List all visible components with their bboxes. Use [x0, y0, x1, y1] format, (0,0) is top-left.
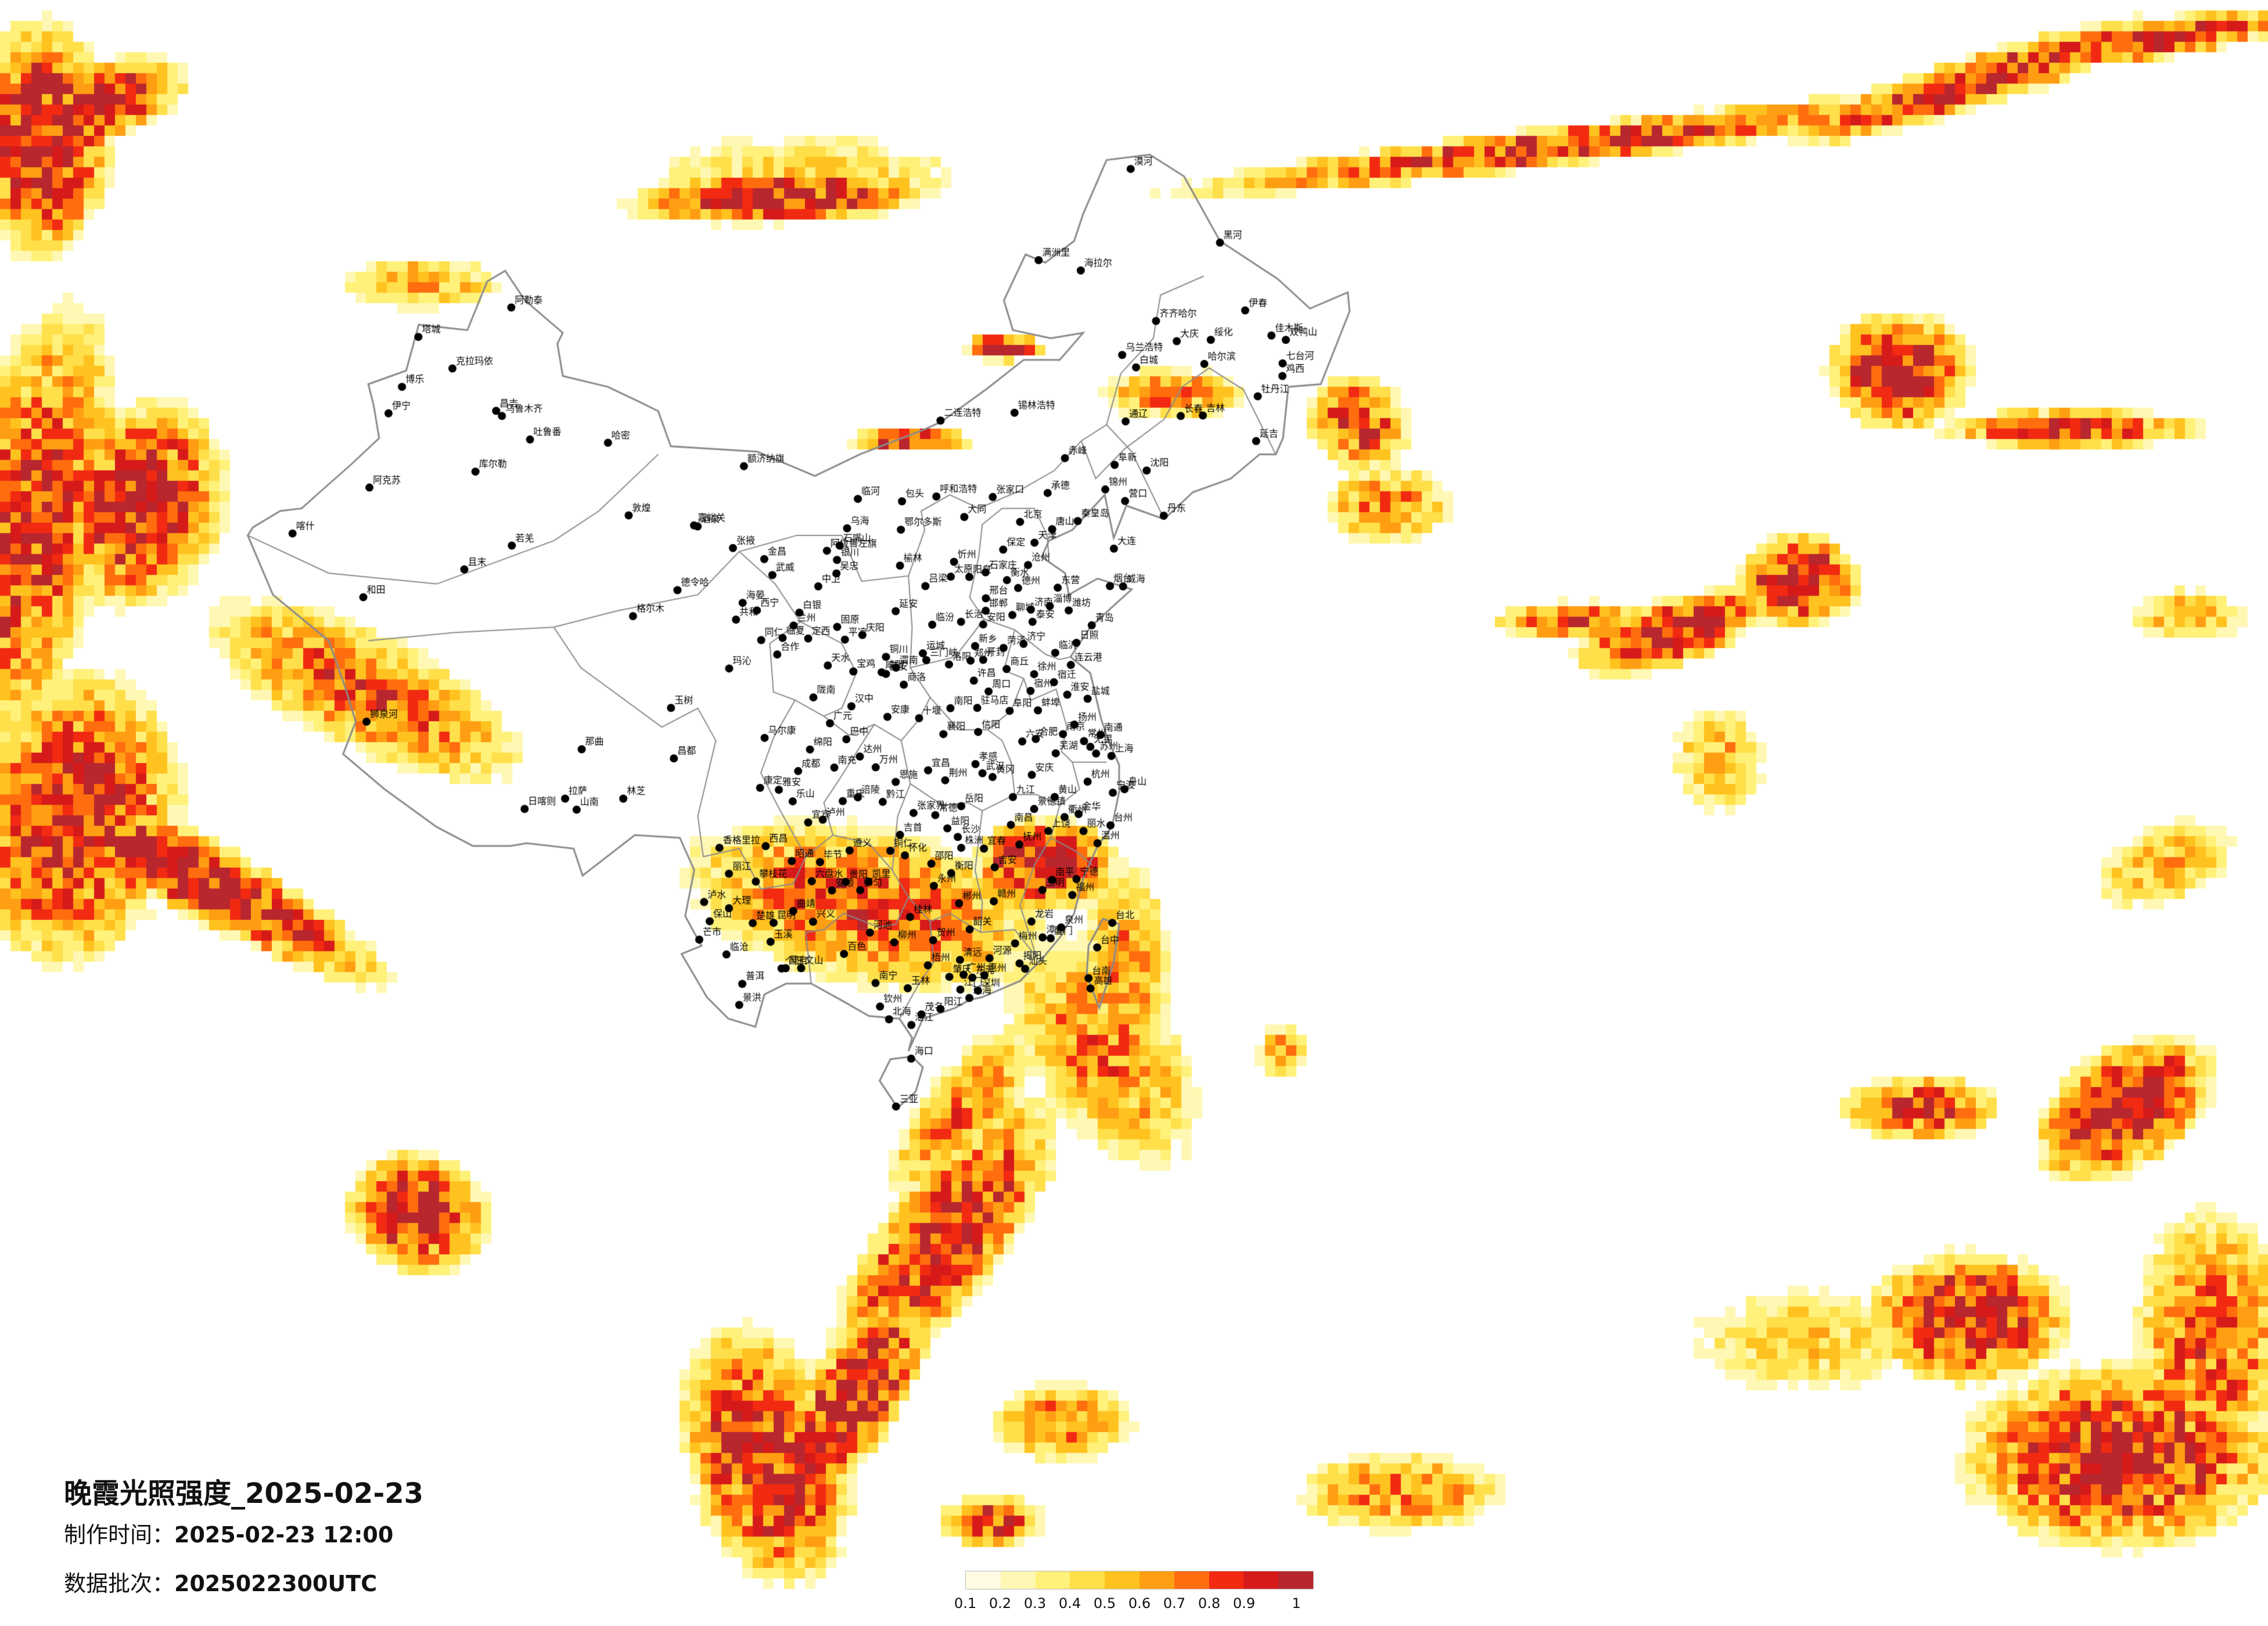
color-legend: 0.1 0.2 0.3 0.4 0.5 0.6 0.7 0.8 0.9 1	[954, 1571, 1314, 1623]
legend-swatch	[1105, 1571, 1140, 1589]
legend-swatch	[1209, 1571, 1244, 1589]
legend-tick-labels: 0.1 0.2 0.3 0.4 0.5 0.6 0.7 0.8 0.9 1	[954, 1595, 1314, 1618]
production-time-value: 2025-02-23 12:00	[174, 1522, 394, 1548]
production-time-label: 制作时间：	[64, 1522, 175, 1548]
legend-tick: 0.4	[1058, 1595, 1081, 1611]
legend-tick: 0.9	[1232, 1595, 1256, 1611]
data-batch: 数据批次：2025022300UTC	[64, 1566, 377, 1598]
legend-swatch	[1278, 1571, 1313, 1589]
map-title: 晚霞光照强度_2025-02-23	[64, 1477, 424, 1510]
legend-tick: 0.5	[1093, 1595, 1116, 1611]
production-time: 制作时间：2025-02-23 12:00	[64, 1517, 393, 1549]
legend-tick: 0.6	[1128, 1595, 1151, 1611]
legend-swatch	[1070, 1571, 1105, 1589]
legend-color-bar	[965, 1571, 1314, 1589]
data-batch-label: 数据批次：	[64, 1571, 175, 1596]
data-batch-value: 2025022300UTC	[174, 1571, 378, 1596]
legend-swatch	[1243, 1571, 1279, 1589]
legend-tick: 1	[1292, 1595, 1301, 1611]
legend-swatch	[1000, 1571, 1036, 1589]
legend-swatch	[1139, 1571, 1174, 1589]
legend-tick: 0.2	[989, 1595, 1012, 1611]
legend-swatch	[966, 1571, 1001, 1589]
legend-tick: 0.8	[1198, 1595, 1221, 1611]
legend-tick: 0.3	[1023, 1595, 1047, 1611]
legend-swatch	[1174, 1571, 1209, 1589]
legend-tick: 0.1	[954, 1595, 977, 1611]
legend-tick: 0.7	[1163, 1595, 1186, 1611]
legend-swatch	[1035, 1571, 1070, 1589]
